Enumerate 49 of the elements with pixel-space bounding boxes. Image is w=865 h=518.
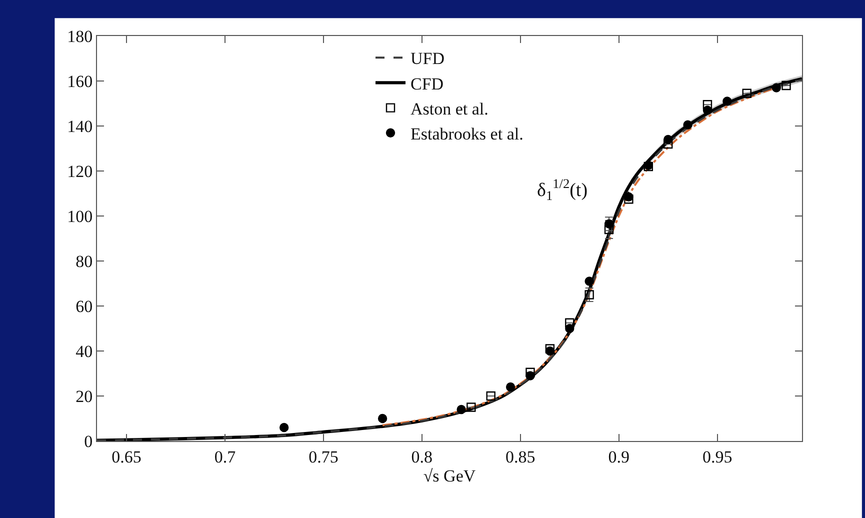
point — [604, 219, 614, 228]
point — [683, 120, 692, 130]
point — [526, 371, 535, 380]
point — [526, 368, 535, 377]
point — [702, 106, 712, 115]
y-tick-label: 40 — [76, 342, 93, 361]
y-tick-label: 140 — [67, 116, 93, 136]
legend-label: UFD — [410, 49, 445, 68]
point — [722, 96, 732, 106]
y-tick-label: 180 — [67, 26, 93, 46]
point — [584, 276, 594, 286]
point — [565, 324, 574, 334]
x-axis-title: √s GeV — [423, 466, 476, 486]
point — [663, 134, 673, 144]
y-tick-label: 120 — [67, 162, 93, 181]
y-tick-label: 80 — [76, 252, 93, 271]
point — [604, 224, 614, 234]
point — [584, 290, 594, 300]
point — [486, 391, 496, 401]
point — [772, 83, 781, 92]
x-tick-label: 0.7 — [214, 447, 236, 466]
point — [663, 139, 673, 149]
y-tick-label: 100 — [67, 206, 93, 226]
x-tick-label: 0.8 — [411, 447, 433, 466]
legend-label: Estabrooks et al. — [410, 124, 524, 144]
x-tick-label: 0.75 — [308, 447, 338, 466]
y-tick-label: 20 — [76, 386, 93, 406]
point — [506, 382, 516, 392]
y-tick-label: 60 — [76, 296, 93, 316]
point — [466, 402, 476, 412]
annotation: δ$_{1}$$^{1/2}$(t) — [537, 176, 588, 203]
x-tick-label: 0.9 — [608, 447, 630, 466]
legend-label: CFD — [410, 74, 444, 94]
point — [624, 192, 634, 202]
point — [378, 414, 388, 424]
x-tick-label: 0.85 — [506, 447, 536, 466]
y-tick-label: 160 — [67, 72, 93, 91]
point — [545, 346, 555, 356]
point — [545, 344, 555, 354]
legend-label: Aston et al. — [410, 99, 488, 118]
y-tick-label: 0 — [84, 432, 93, 451]
point — [565, 318, 574, 328]
x-tick-label: 0.95 — [702, 447, 732, 466]
point — [456, 404, 466, 414]
x-tick-label: 0.65 — [112, 447, 142, 466]
point — [742, 88, 752, 98]
point — [782, 80, 791, 90]
point — [702, 100, 712, 110]
point — [279, 422, 289, 432]
